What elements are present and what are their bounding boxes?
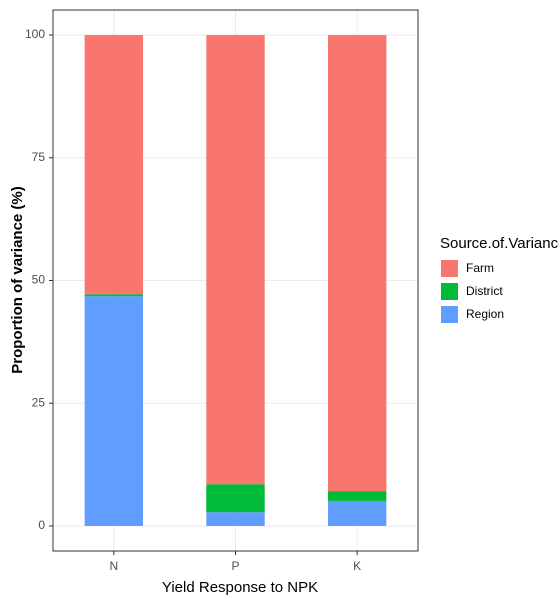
legend-title: Source.of.Variance bbox=[440, 235, 559, 252]
y-tick-label: 75 bbox=[32, 150, 46, 164]
legend-swatch bbox=[441, 306, 458, 323]
legend-swatch bbox=[441, 283, 458, 300]
legend-label: Farm bbox=[466, 261, 494, 275]
legend-label: District bbox=[466, 284, 503, 298]
bar-segment bbox=[327, 35, 387, 492]
x-tick-label: N bbox=[109, 559, 118, 573]
legend-label: Region bbox=[466, 307, 504, 321]
bar-segment bbox=[206, 35, 265, 485]
x-tick-label: K bbox=[353, 559, 361, 573]
bar-segment bbox=[327, 500, 387, 526]
plot-panel bbox=[52, 9, 419, 552]
bar-segment bbox=[206, 484, 265, 513]
y-tick-label: 0 bbox=[38, 518, 45, 532]
y-tick-label: 25 bbox=[32, 395, 46, 409]
bar-segment bbox=[206, 512, 265, 526]
y-tick-label: 100 bbox=[25, 27, 45, 41]
bar-segment bbox=[84, 35, 144, 295]
x-axis-label: Yield Response to NPK bbox=[162, 579, 318, 596]
bar-segment bbox=[84, 294, 144, 297]
legend-swatch bbox=[441, 260, 458, 277]
bar-segment bbox=[327, 491, 387, 501]
y-axis-label: Proportion of variance (%) bbox=[9, 186, 26, 374]
y-tick-label: 50 bbox=[32, 273, 46, 287]
x-tick-label: P bbox=[231, 559, 239, 573]
bar-segment bbox=[84, 296, 144, 526]
